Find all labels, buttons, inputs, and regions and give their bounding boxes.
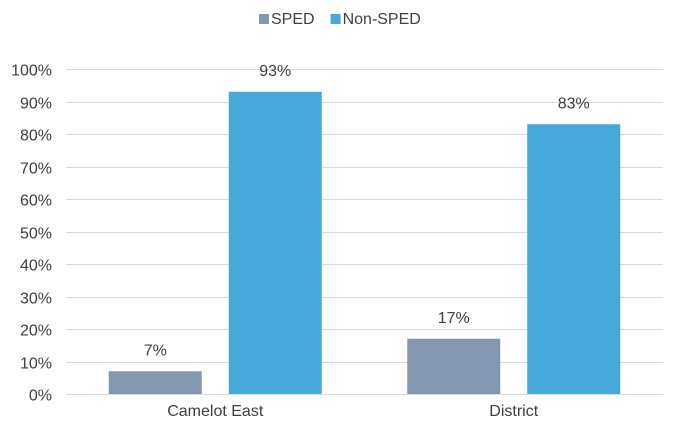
y-tick-label: 30%: [20, 291, 52, 308]
y-tick-label: 0%: [29, 388, 52, 405]
y-tick-label: 40%: [20, 258, 52, 275]
data-label: 93%: [259, 63, 291, 80]
y-axis-ticks: 0% 10% 20% 30% 40% 50% 60% 70% 80% 90% 100%: [11, 63, 52, 405]
y-tick-label: 80%: [20, 128, 52, 145]
legend: SPED Non-SPED: [259, 11, 421, 28]
data-label: 83%: [558, 95, 590, 112]
legend-swatch: [330, 14, 341, 24]
bar-sped-1: [407, 338, 501, 394]
bar-sped-0: [108, 371, 202, 394]
legend-swatch: [259, 14, 269, 24]
y-tick-label: 10%: [20, 356, 52, 373]
y-tick-label: 20%: [20, 323, 52, 340]
legend-label: SPED: [271, 11, 315, 28]
y-tick-label: 70%: [20, 161, 52, 178]
bar-non-sped-1: [527, 124, 621, 394]
data-label: 17%: [438, 310, 470, 327]
y-tick-label: 100%: [11, 63, 52, 80]
bars: [108, 91, 621, 394]
x-category-label: Camelot East: [167, 403, 264, 420]
x-axis-categories: Camelot East District: [167, 403, 539, 420]
data-label: 7%: [144, 342, 167, 359]
data-labels: 7% 93% 17% 83%: [144, 63, 590, 360]
x-category-label: District: [489, 403, 538, 420]
bar-non-sped-0: [228, 91, 322, 394]
gridlines: [66, 69, 663, 395]
y-tick-label: 50%: [20, 226, 52, 243]
y-tick-label: 60%: [20, 193, 52, 210]
y-tick-label: 90%: [20, 96, 52, 113]
legend-label: Non-SPED: [343, 11, 421, 28]
